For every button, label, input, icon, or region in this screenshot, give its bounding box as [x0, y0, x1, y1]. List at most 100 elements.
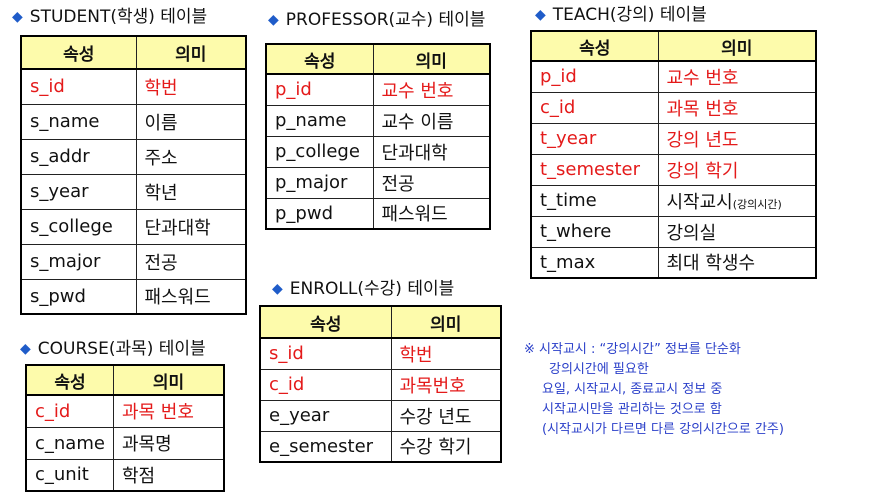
meaning-text: 수강 학기: [399, 437, 472, 459]
note-line: (시작교시가 다르면 다른 강의시간으로 간주): [542, 422, 784, 437]
course-table-title: ◆ COURSE(과목) 테이블: [20, 339, 206, 360]
meaning-cell: 단과대학: [372, 135, 491, 168]
meaning-text: 패스워드: [381, 204, 448, 226]
header-meaning: 의미: [657, 30, 817, 62]
meaning-cell: 수강 년도: [390, 399, 502, 432]
diamond-bullet-icon: ◆: [268, 12, 279, 28]
header-meaning: 의미: [372, 43, 491, 75]
meaning-text: 학년: [144, 182, 178, 204]
table-row: c_id 과목 번호: [25, 394, 225, 428]
enroll-table: 속성 의미 s_id 학번 c_id 과목번호 e_year 수강 년도 e_semeste…: [259, 305, 502, 463]
attribute-cell: c_name: [25, 426, 114, 460]
diamond-bullet-icon: ◆: [535, 7, 546, 23]
meaning-cell: 전공: [372, 166, 491, 199]
attribute-cell: t_year: [530, 122, 659, 155]
student-table: 속성 의미 s_id 학번 s_name 이름 s_addr 주소 s_year 학년 s_co…: [20, 35, 247, 315]
attribute-cell: s_id: [259, 337, 392, 370]
meaning-text: 전공: [381, 173, 415, 195]
meaning-cell: 강의 학기: [657, 153, 817, 186]
note-line: 시작교시만을 관리하는 것으로 함: [542, 402, 722, 417]
table-row: s_addr 주소: [20, 138, 247, 175]
meaning-cell: 과목 번호: [657, 91, 817, 124]
attribute-cell: p_pwd: [265, 197, 374, 230]
meaning-text: 전공: [144, 252, 178, 274]
note-line: 요일, 시작교시, 종료교시 정보 중: [542, 382, 723, 397]
meaning-text: 시작교시: [666, 191, 733, 213]
attribute-cell: s_id: [20, 68, 137, 105]
table-row: s_id 학번: [20, 68, 247, 105]
meaning-cell: 교수 번호: [657, 60, 817, 93]
attribute-cell: t_max: [530, 246, 659, 279]
student-title-text: STUDENT(학생) 테이블: [29, 7, 208, 27]
table-row: c_id 과목 번호: [530, 91, 817, 124]
teach-table-title: ◆ TEACH(강의) 테이블: [535, 5, 707, 26]
meaning-cell: 패스워드: [135, 278, 247, 315]
attribute-cell: p_college: [265, 135, 374, 168]
meaning-text: 과목 번호: [121, 402, 194, 424]
meaning-cell: 학번: [135, 68, 247, 105]
student-table-title: ◆ STUDENT(학생) 테이블: [12, 7, 207, 28]
meaning-cell: 강의실: [657, 215, 817, 248]
meaning-cell: 학점: [112, 458, 225, 492]
attribute-cell: c_id: [25, 394, 114, 428]
table-row: t_time 시작교시(강의시간): [530, 184, 817, 217]
meaning-text: 과목 번호: [666, 98, 739, 120]
diamond-bullet-icon: ◆: [272, 281, 283, 297]
time-note: ※ 시작교시 : “강의시간” 정보를 단순화 강의시간에 필요한 요일, 시작…: [524, 340, 784, 440]
attribute-cell: c_id: [259, 368, 392, 401]
meaning-cell: 교수 번호: [372, 73, 491, 106]
meaning-cell: 수강 학기: [390, 430, 502, 463]
header-attribute: 속성: [20, 35, 137, 70]
meaning-cell: 단과대학: [135, 208, 247, 245]
table-row: t_where 강의실: [530, 215, 817, 248]
table-row: c_unit 학점: [25, 458, 225, 492]
table-row: s_major 전공: [20, 243, 247, 280]
enroll-title-text: ENROLL(수강) 테이블: [289, 279, 455, 299]
attribute-cell: p_id: [530, 60, 659, 93]
attribute-cell: s_college: [20, 208, 137, 245]
meaning-text: 학번: [144, 77, 178, 99]
attribute-cell: c_id: [530, 91, 659, 124]
meaning-text: 과목명: [121, 434, 172, 455]
meaning-cell: 학년: [135, 173, 247, 210]
header-attribute: 속성: [25, 364, 114, 396]
meaning-text: 주소: [144, 147, 178, 169]
course-title-text: COURSE(과목) 테이블: [37, 339, 206, 359]
teach-table: 속성 의미 p_id 교수 번호 c_id 과목 번호 t_year 강의 년도 t_sem…: [530, 30, 817, 279]
table-row: s_id 학번: [259, 337, 502, 370]
attribute-cell: e_year: [259, 399, 392, 432]
table-row: t_max 최대 학생수: [530, 246, 817, 279]
enroll-table-title: ◆ ENROLL(수강) 테이블: [272, 279, 454, 300]
meaning-cell: 학번: [390, 337, 502, 370]
header-meaning: 의미: [112, 364, 225, 396]
attribute-cell: p_id: [265, 73, 374, 106]
meaning-text: 교수 이름: [381, 111, 454, 133]
meaning-text: 수강 년도: [399, 406, 472, 428]
table-row: p_pwd 패스워드: [265, 197, 491, 230]
attribute-cell: p_name: [265, 104, 374, 137]
diamond-bullet-icon: ◆: [20, 341, 31, 357]
table-row: p_name 교수 이름: [265, 104, 491, 137]
table-row: t_semester 강의 학기: [530, 153, 817, 186]
meaning-text: 강의 학기: [666, 160, 739, 182]
table-row: p_major 전공: [265, 166, 491, 199]
attribute-cell: t_time: [530, 184, 659, 217]
header-meaning: 의미: [390, 305, 502, 339]
meaning-text: 강의 년도: [666, 129, 739, 151]
meaning-cell: 과목 번호: [112, 394, 225, 428]
meaning-text: 이름: [144, 112, 178, 134]
header-attribute: 속성: [530, 30, 659, 62]
attribute-cell: t_semester: [530, 153, 659, 186]
meaning-cell: 최대 학생수: [657, 246, 817, 279]
meaning-cell: 패스워드: [372, 197, 491, 230]
table-row: s_pwd 패스워드: [20, 278, 247, 315]
table-row: c_id 과목번호: [259, 368, 502, 401]
table-row: t_year 강의 년도: [530, 122, 817, 155]
meaning-text: 학점: [121, 465, 156, 487]
teach-title-text: TEACH(강의) 테이블: [552, 5, 707, 25]
attribute-cell: e_semester: [259, 430, 392, 463]
meaning-text: 단과대학: [381, 142, 448, 164]
attribute-cell: s_year: [20, 173, 137, 210]
attribute-cell: p_major: [265, 166, 374, 199]
meaning-text: 교수 번호: [666, 67, 739, 89]
